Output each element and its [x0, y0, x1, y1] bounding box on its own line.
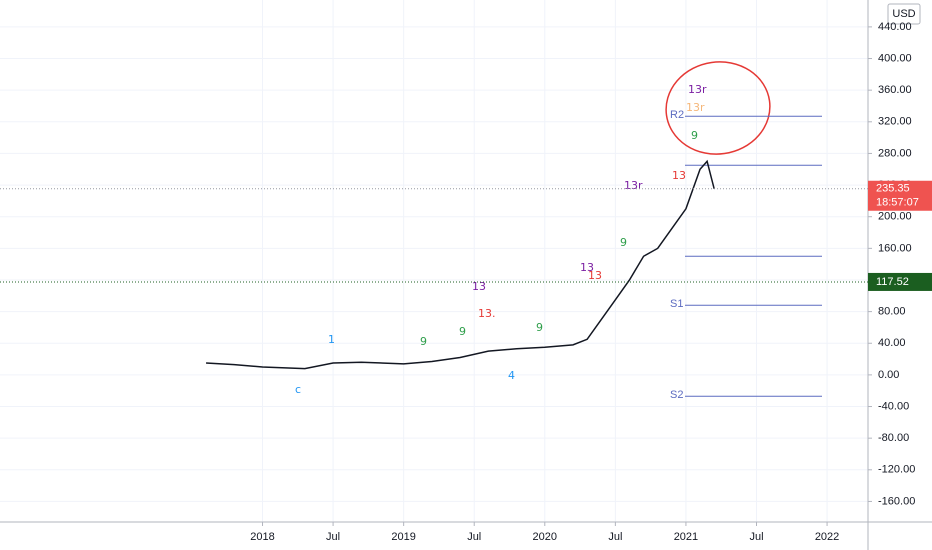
y-tick-label: 0.00 — [878, 369, 899, 381]
hand-circle — [665, 61, 771, 155]
y-tick-label: -80.00 — [878, 432, 909, 444]
countdown: 18:57:07 — [876, 197, 919, 209]
annotation: 1 — [328, 333, 335, 346]
y-tick-label: 440.00 — [878, 21, 912, 33]
y-tick-label: 360.00 — [878, 84, 912, 96]
x-tick-label: Jul — [608, 531, 622, 543]
annotation: 13 — [472, 280, 486, 293]
y-tick-label: 40.00 — [878, 337, 906, 349]
y-tick-label: -120.00 — [878, 464, 915, 476]
currency-box[interactable] — [887, 3, 921, 25]
marked-price-box — [868, 272, 932, 291]
annotation: 9 — [620, 236, 627, 249]
x-tick-label: Jul — [749, 531, 763, 543]
x-tick-label: 2021 — [674, 531, 698, 543]
y-tick-label: 320.00 — [878, 116, 912, 128]
x-tick-label: 2018 — [250, 531, 274, 543]
y-tick-label: 160.00 — [878, 242, 912, 254]
x-tick-label: Jul — [467, 531, 481, 543]
annotation: 13r — [624, 179, 643, 192]
x-tick-label: Jul — [326, 531, 340, 543]
y-tick-label: 80.00 — [878, 306, 906, 318]
annotation: 13 — [672, 169, 686, 182]
annotation: 9 — [459, 325, 466, 338]
x-tick-label: 2022 — [815, 531, 839, 543]
annotation: 13r — [688, 83, 707, 96]
x-tick-label: 2019 — [391, 531, 415, 543]
annotation: 13. — [478, 307, 496, 320]
annotation: 13 — [588, 269, 602, 282]
last-price: 235.35 — [876, 183, 910, 195]
marked-price: 117.52 — [876, 276, 909, 288]
annotation: c — [295, 383, 301, 396]
annotation: 9 — [536, 321, 543, 334]
annotation: 4 — [508, 369, 515, 382]
annotation: 9 — [691, 129, 698, 142]
pivot-label: S1 — [670, 298, 683, 310]
pivot-label: R2 — [670, 109, 684, 121]
currency: USD — [892, 8, 915, 20]
y-tick-label: 280.00 — [878, 147, 912, 159]
y-tick-label: -160.00 — [878, 495, 915, 507]
y-tick-label: 200.00 — [878, 211, 912, 223]
annotation: 13r — [686, 101, 705, 114]
x-tick-label: 2020 — [533, 531, 557, 543]
y-tick-label: -40.00 — [878, 400, 909, 412]
annotation: 13 — [580, 261, 594, 274]
last-price-box — [868, 180, 932, 211]
y-tick-label: 400.00 — [878, 52, 912, 64]
pivot-label: S2 — [670, 389, 683, 401]
price-line — [206, 159, 715, 370]
annotation: 9 — [420, 335, 427, 348]
